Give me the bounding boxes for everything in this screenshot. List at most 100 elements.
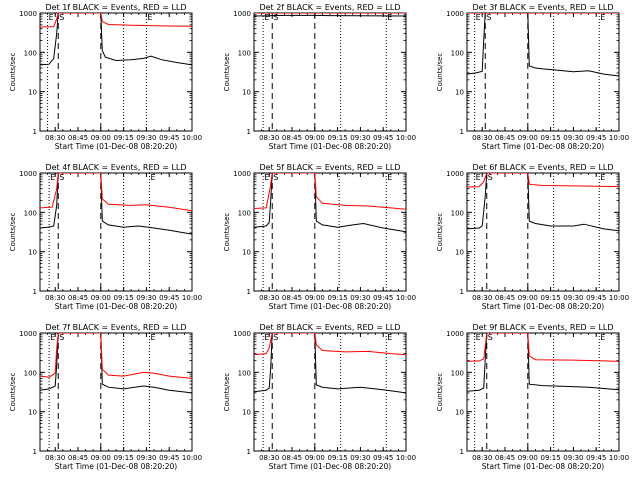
x-tick-label: 09:45 [159,454,179,462]
x-tick-label: 09:00 [91,134,111,142]
marker-label: E [387,333,392,342]
marker-label: S [488,173,493,182]
panel-title: Det 1f BLACK = Events, RED = LLD [45,3,186,12]
y-tick-label: 100 [451,209,464,217]
marker-label: S [59,173,64,182]
y-tick-label: 1 [33,448,37,456]
x-tick-label: 09:15 [328,134,348,142]
y-axis-label: Counts/sec [436,213,444,252]
x-tick-label: 09:00 [91,454,111,462]
y-tick-label: 10 [28,89,37,97]
panel-title: Det 9f BLACK = Events, RED = LLD [472,323,613,332]
y-tick-label: 1000 [446,170,464,178]
x-tick-label: 09:15 [541,454,561,462]
events-series-line [40,333,192,394]
events-series-line [40,13,192,66]
x-tick-label: 09:45 [159,134,179,142]
x-tick-label: 10:00 [609,134,629,142]
y-tick-label: 1000 [19,170,37,178]
y-tick-label: 100 [451,49,464,57]
y-axis-label: Counts/sec [223,213,231,252]
x-axis-label: Start Time (01-Dec-08 08:20:20) [482,302,604,311]
y-tick-label: 10 [455,89,464,97]
x-tick-label: 10:00 [396,134,416,142]
marker-label: S [488,333,493,342]
events-series-line [467,333,619,392]
y-tick-label: 10 [28,409,37,417]
x-tick-label: 08:30 [45,294,65,302]
x-tick-label: 09:30 [563,294,583,302]
y-tick-label: 10 [455,249,464,257]
x-tick-label: 09:45 [159,294,179,302]
y-axis-label: Counts/sec [223,53,231,92]
marker-label: S [273,333,278,342]
y-axis-label: Counts/sec [436,53,444,92]
marker-label: E [50,173,55,182]
detector-panel: 1 10 100 1000 08:30 08:45 09:00 09:15 09:30 09:45… [9,323,202,471]
x-tick-label: 09:15 [114,294,134,302]
marker-label: E [150,333,155,342]
x-tick-label: 08:45 [495,294,515,302]
y-tick-label: 100 [238,209,251,217]
marker-label: E [264,333,269,342]
detector-panel: 1 10 100 1000 08:30 08:45 09:00 09:15 09:30 09:45… [9,3,202,151]
x-tick-label: 09:15 [328,454,348,462]
y-tick-label: 1000 [233,170,251,178]
lld-series-line [40,13,192,28]
x-tick-label: 09:30 [563,134,583,142]
x-tick-label: 09:30 [350,454,370,462]
x-tick-label: 08:45 [68,134,88,142]
panel-title: Det 3f BLACK = Events, RED = LLD [472,3,613,12]
x-axis-label: Start Time (01-Dec-08 08:20:20) [55,142,177,151]
y-tick-label: 1000 [19,330,37,338]
marker-label: S [59,333,64,342]
lld-series-line [254,173,406,210]
x-tick-label: 09:15 [328,294,348,302]
events-series-line [254,333,406,394]
x-axis-label: Start Time (01-Dec-08 08:20:20) [55,462,177,471]
marker-label: E [600,333,605,342]
marker-label: E [50,333,55,342]
x-tick-label: 08:45 [282,134,302,142]
marker-label: E [150,173,155,182]
marker-label: E [49,13,54,22]
y-tick-label: 10 [242,409,251,417]
y-tick-label: 1 [460,448,464,456]
panel-title: Det 2f BLACK = Events, RED = LLD [259,3,400,12]
x-tick-label: 08:45 [282,454,302,462]
y-tick-label: 1000 [233,10,251,18]
y-tick-label: 1 [247,288,251,296]
panel-title: Det 5f BLACK = Events, RED = LLD [259,163,400,172]
y-axis-label: Counts/sec [223,373,231,412]
lld-series-line [254,333,406,356]
lld-series-line [40,173,192,212]
y-axis-label: Counts/sec [436,373,444,412]
marker-label: S [486,13,491,22]
x-tick-label: 08:30 [259,134,279,142]
marker-label: E [476,173,481,182]
lld-series-line [40,333,192,379]
x-axis-label: Start Time (01-Dec-08 08:20:20) [482,462,604,471]
x-tick-label: 09:00 [91,294,111,302]
x-tick-label: 10:00 [609,454,629,462]
y-tick-label: 100 [238,49,251,57]
marker-label: E [264,13,269,22]
marker-label: E [476,333,481,342]
x-axis-label: Start Time (01-Dec-08 08:20:20) [269,462,391,471]
y-axis-label: Counts/sec [9,373,17,412]
x-tick-label: 09:00 [518,294,538,302]
lld-series-line [467,333,619,362]
y-tick-label: 1000 [446,10,464,18]
x-tick-label: 10:00 [396,454,416,462]
x-tick-label: 08:30 [45,134,65,142]
y-tick-label: 1000 [233,330,251,338]
y-tick-label: 1 [33,288,37,296]
x-tick-label: 08:45 [282,294,302,302]
events-series-line [467,173,619,232]
marker-label: S [59,13,64,22]
x-tick-label: 09:30 [136,134,156,142]
y-tick-label: 1 [33,128,37,136]
marker-label: S [273,13,278,22]
